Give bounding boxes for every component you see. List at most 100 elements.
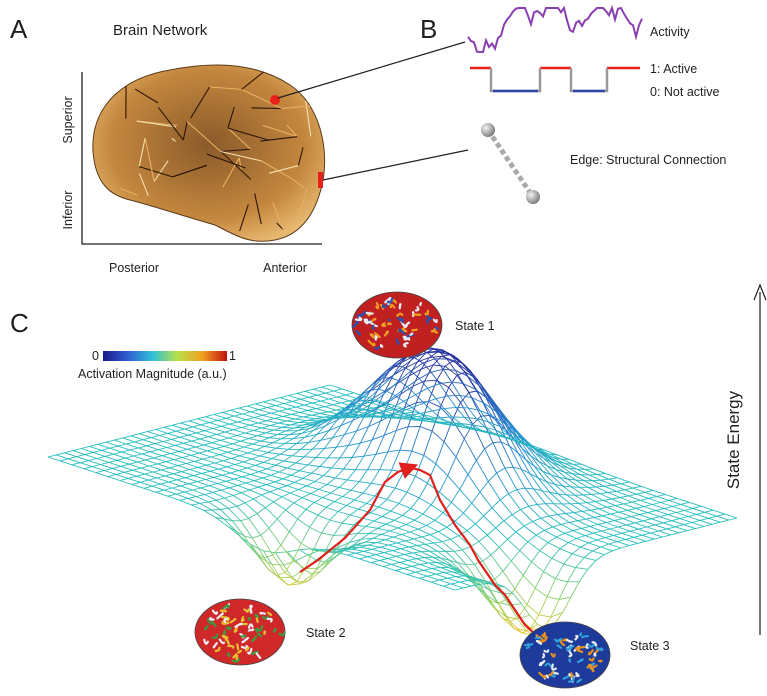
mesh-line xyxy=(557,515,569,523)
mesh-line xyxy=(645,490,653,492)
mesh-line xyxy=(444,442,456,457)
mesh-line xyxy=(198,465,206,467)
mesh-line xyxy=(585,469,593,470)
mesh-line xyxy=(566,514,578,521)
mesh-line xyxy=(80,461,88,463)
mesh-line xyxy=(641,486,653,490)
mesh-line xyxy=(155,442,163,444)
mesh-line xyxy=(581,526,589,528)
mesh-line xyxy=(680,519,692,523)
mesh-line xyxy=(418,529,430,535)
mesh-line xyxy=(484,508,492,516)
mesh-line xyxy=(184,490,192,492)
mesh-line xyxy=(167,448,179,452)
mesh-line xyxy=(250,425,262,428)
brain-fold xyxy=(599,661,601,662)
mesh-line xyxy=(287,421,299,423)
mesh-line xyxy=(652,503,660,505)
mesh-line xyxy=(153,472,165,476)
mesh-line xyxy=(529,504,537,506)
mesh-line xyxy=(434,542,442,543)
brain-fold xyxy=(381,345,382,347)
mesh-line xyxy=(367,400,375,401)
mesh-line xyxy=(463,586,471,588)
mesh-line xyxy=(717,514,725,516)
mesh-line xyxy=(290,490,298,494)
mesh-line xyxy=(255,462,263,465)
mesh-line xyxy=(592,494,604,500)
mesh-line xyxy=(253,444,265,446)
mesh-line xyxy=(165,474,173,476)
mesh-line xyxy=(184,429,196,433)
mesh-line xyxy=(292,399,300,401)
mesh-line xyxy=(181,421,189,423)
mesh-line xyxy=(264,462,276,465)
mesh-line xyxy=(283,479,295,483)
mesh-line xyxy=(226,481,238,485)
mesh-line xyxy=(352,443,360,457)
mesh-line xyxy=(316,448,324,457)
mesh-line xyxy=(395,568,403,570)
mesh-line xyxy=(382,516,394,520)
mesh-line xyxy=(261,535,273,555)
mesh-line xyxy=(312,415,324,417)
mesh-line xyxy=(108,474,116,476)
mesh-line xyxy=(258,487,270,492)
mesh-line xyxy=(307,486,319,490)
mesh-line xyxy=(266,485,278,489)
mesh-line xyxy=(537,504,549,516)
mesh-line xyxy=(184,492,196,496)
state-label: State 1 xyxy=(455,319,495,333)
mesh-line xyxy=(598,523,606,525)
mesh-line xyxy=(228,450,236,453)
mesh-line xyxy=(296,463,308,465)
mesh-line xyxy=(242,412,250,414)
mesh-line xyxy=(581,528,593,533)
mesh-line xyxy=(273,545,281,555)
mesh-line xyxy=(123,436,131,438)
mesh-line xyxy=(246,420,258,423)
mesh-line xyxy=(603,514,611,516)
mesh-line xyxy=(318,507,326,515)
mesh-line xyxy=(649,498,661,502)
mesh-line xyxy=(366,526,378,528)
mesh-line xyxy=(389,543,397,545)
mesh-line xyxy=(146,458,154,460)
mesh-line xyxy=(334,535,346,536)
mesh-line xyxy=(577,539,589,543)
mesh-line xyxy=(626,523,634,525)
mesh-line xyxy=(601,544,609,547)
mesh-line xyxy=(132,482,140,484)
mesh-line xyxy=(154,458,166,462)
mesh-line xyxy=(468,475,480,493)
mesh-line xyxy=(242,425,250,427)
mesh-line xyxy=(156,492,168,496)
mesh-line xyxy=(230,422,238,424)
mesh-line xyxy=(183,458,195,462)
mesh-line xyxy=(350,509,358,515)
mesh-line xyxy=(299,486,307,490)
mesh-line xyxy=(692,520,700,522)
mesh-line xyxy=(249,518,261,535)
mesh-line xyxy=(287,419,295,421)
axis-label: Inferior xyxy=(61,191,75,230)
mesh-line xyxy=(192,503,200,505)
mesh-line xyxy=(195,445,203,447)
mesh-line xyxy=(286,431,298,432)
mesh-line xyxy=(296,561,304,570)
mesh-line xyxy=(241,518,249,520)
mesh-line xyxy=(96,471,104,473)
mesh-line xyxy=(313,389,325,393)
mesh-line xyxy=(609,544,621,548)
mesh-line xyxy=(388,559,400,563)
mesh-line xyxy=(295,417,303,419)
mesh-line xyxy=(188,498,200,503)
mesh-line xyxy=(614,535,626,539)
mesh-line xyxy=(432,431,444,442)
mesh-line xyxy=(289,393,297,395)
mesh-line xyxy=(311,467,319,474)
mesh-line xyxy=(320,414,332,416)
mesh-line xyxy=(579,503,587,504)
mesh-line xyxy=(241,441,253,444)
mesh-line xyxy=(101,465,113,469)
